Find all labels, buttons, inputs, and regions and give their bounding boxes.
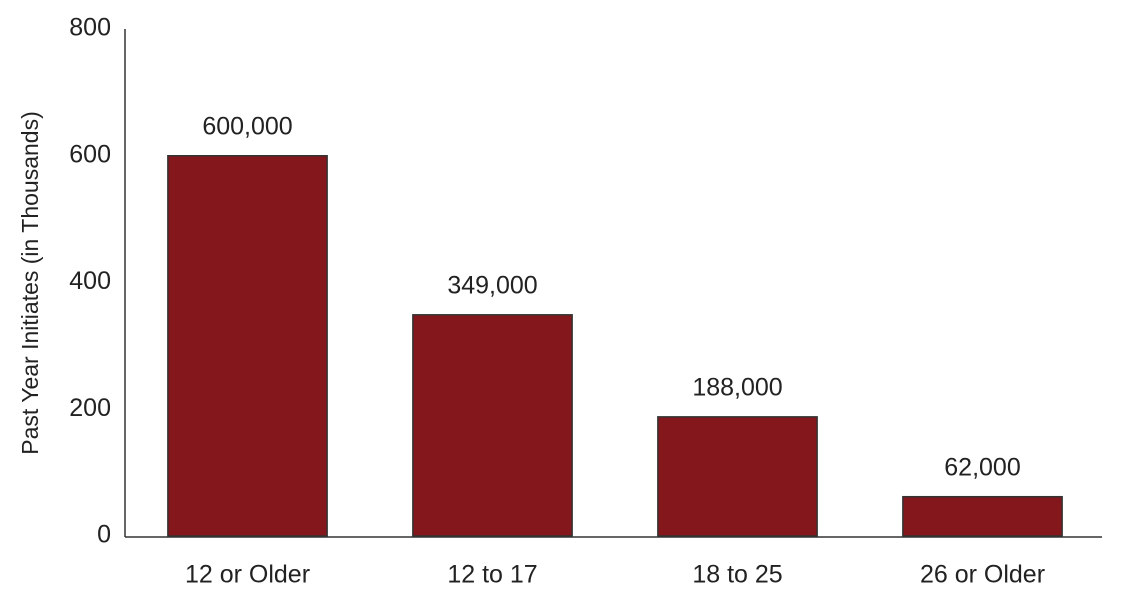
x-tick-label: 26 or Older	[920, 561, 1045, 589]
y-tick-label: 0	[97, 521, 111, 549]
value-label: 188,000	[692, 373, 782, 401]
x-tick-label: 12 or Older	[185, 561, 310, 589]
y-tick-label: 200	[69, 394, 111, 422]
value-label: 62,000	[944, 453, 1020, 481]
x-tick-label: 12 to 17	[447, 561, 537, 589]
bar	[902, 495, 1063, 537]
value-label: 349,000	[447, 271, 537, 299]
y-tick-label: 800	[69, 14, 111, 42]
bar	[657, 416, 818, 537]
bar	[412, 314, 573, 537]
x-tick-label: 18 to 25	[692, 561, 782, 589]
y-tick-label: 600	[69, 140, 111, 168]
y-tick-label: 400	[69, 267, 111, 295]
value-label: 600,000	[202, 112, 292, 140]
y-axis-label: Past Year Initiates (in Thousands)	[17, 111, 43, 455]
bar	[167, 155, 328, 537]
